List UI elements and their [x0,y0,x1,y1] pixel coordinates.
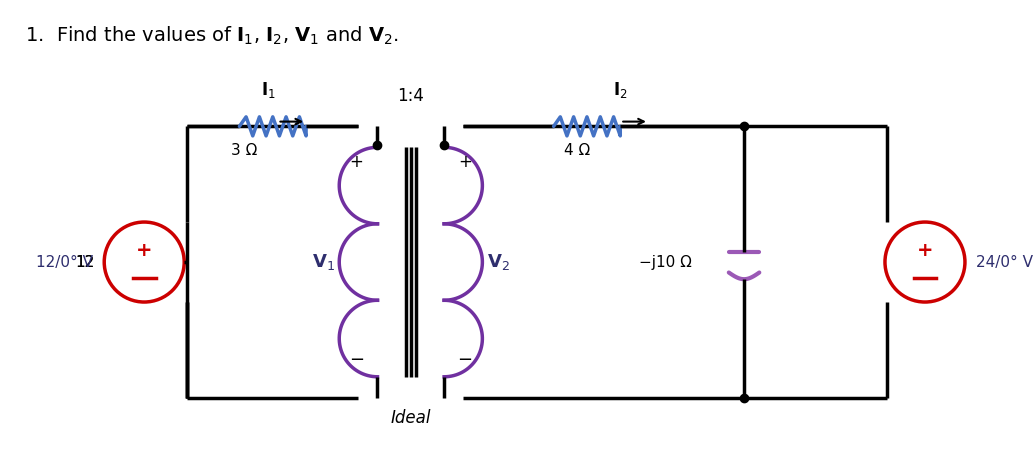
Text: $\mathbf{I}_1$: $\mathbf{I}_1$ [261,80,275,100]
Text: +: + [458,152,472,171]
Text: +: + [135,241,152,260]
Text: 1.  Find the values of $\mathbf{I}_1$, $\mathbf{I}_2$, $\mathbf{V}_1$ and $\math: 1. Find the values of $\mathbf{I}_1$, $\… [25,25,399,47]
Text: 24/0° V: 24/0° V [976,254,1033,269]
Text: $\mathbf{V}_1$: $\mathbf{V}_1$ [311,252,335,272]
Text: $\mathbf{V}_2$: $\mathbf{V}_2$ [487,252,510,272]
Text: −: − [457,350,473,369]
Text: 12: 12 [75,254,95,269]
Text: 12: 12 [75,254,95,269]
Text: Ideal: Ideal [391,409,431,427]
Text: 1:4: 1:4 [397,88,424,105]
Text: +: + [349,152,364,171]
Text: 12/0° V: 12/0° V [36,254,93,269]
Text: −: − [348,350,364,369]
Text: 4 Ω: 4 Ω [565,144,590,158]
Text: 3 Ω: 3 Ω [231,144,257,158]
Text: +: + [917,241,934,260]
Text: −j10 Ω: −j10 Ω [639,254,692,269]
Text: $\mathbf{I}_2$: $\mathbf{I}_2$ [613,80,628,100]
